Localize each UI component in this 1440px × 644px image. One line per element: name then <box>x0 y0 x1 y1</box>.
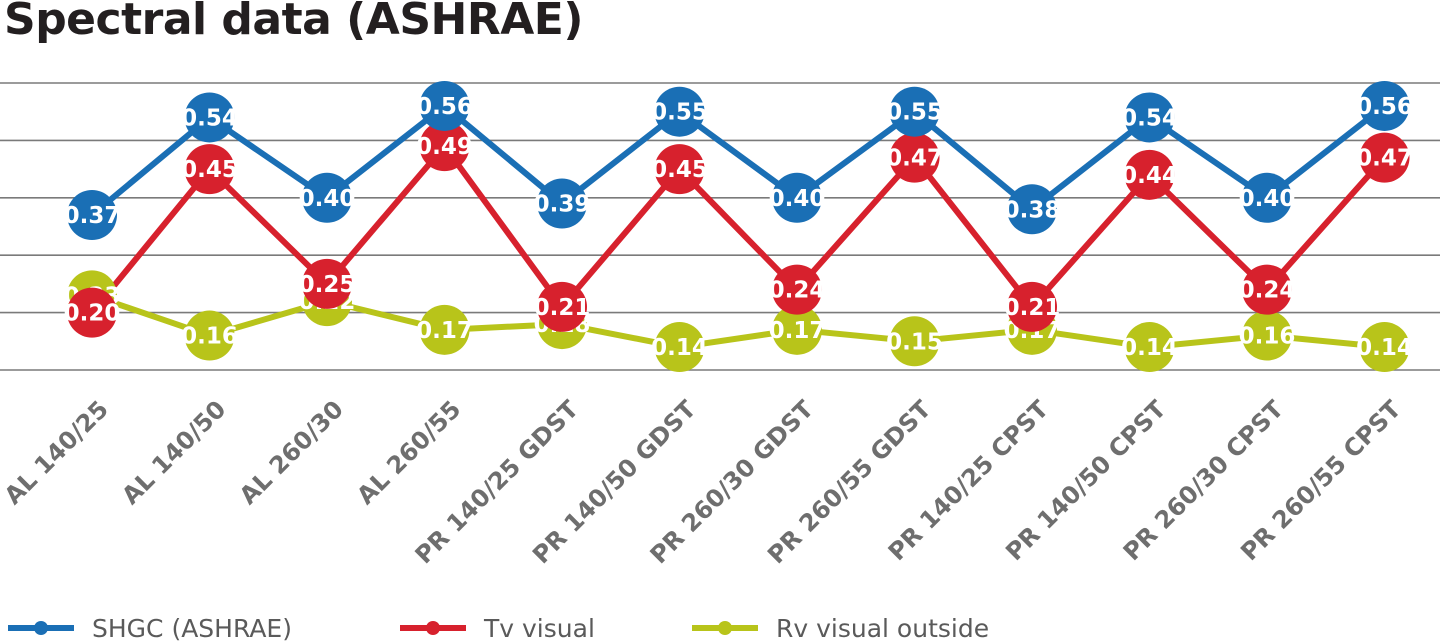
data-label: 0.16 <box>1239 324 1296 350</box>
data-point: 0.14 <box>1121 322 1178 372</box>
legend-item: Tv visual <box>400 614 595 643</box>
series-line-2 <box>92 295 1385 347</box>
data-label: 0.20 <box>64 301 121 327</box>
data-label: 0.17 <box>769 318 826 344</box>
data-label: 0.54 <box>181 105 238 131</box>
data-point: 0.14 <box>651 322 708 372</box>
legend-swatch-marker <box>426 621 440 635</box>
data-point: 0.16 <box>1239 311 1296 361</box>
data-label: 0.40 <box>299 186 356 212</box>
legend-label: Tv visual <box>483 614 595 643</box>
data-label: 0.56 <box>1356 94 1413 120</box>
x-tick-label: AL 260/55 <box>352 395 467 510</box>
series-lines <box>92 106 1385 347</box>
data-point: 0.16 <box>181 311 238 361</box>
data-label: 0.14 <box>1356 335 1413 361</box>
legend-item: SHGC (ASHRAE) <box>8 614 292 643</box>
data-label: 0.45 <box>651 157 708 183</box>
data-label: 0.55 <box>886 100 943 126</box>
data-label: 0.25 <box>299 272 356 298</box>
data-label: 0.39 <box>534 192 591 218</box>
data-label: 0.40 <box>769 186 826 212</box>
data-label: 0.38 <box>1004 197 1061 223</box>
data-label: 0.24 <box>769 278 826 304</box>
series-line-0 <box>92 106 1385 215</box>
data-label: 0.45 <box>181 157 238 183</box>
data-point: 0.15 <box>886 316 943 366</box>
data-label: 0.21 <box>1004 295 1061 321</box>
data-label: 0.47 <box>1356 146 1413 172</box>
data-label: 0.14 <box>651 335 708 361</box>
data-label: 0.44 <box>1121 163 1178 189</box>
x-tick-label: AL 260/30 <box>234 395 349 510</box>
data-label: 0.40 <box>1239 186 1296 212</box>
data-label: 0.37 <box>64 203 121 229</box>
legend-item: Rv visual outside <box>692 614 989 643</box>
data-label: 0.14 <box>1121 335 1178 361</box>
data-label: 0.56 <box>416 94 473 120</box>
data-label: 0.21 <box>534 295 591 321</box>
legend-label: Rv visual outside <box>776 614 989 643</box>
legend-label: SHGC (ASHRAE) <box>92 614 292 643</box>
x-tick-label: AL 140/50 <box>117 395 232 510</box>
data-label: 0.17 <box>416 318 473 344</box>
data-label: 0.16 <box>181 324 238 350</box>
data-label: 0.54 <box>1121 105 1178 131</box>
x-tick-label: AL 140/25 <box>0 395 114 510</box>
legend: SHGC (ASHRAE) Tv visual Rv visual outside <box>8 614 989 643</box>
data-label: 0.24 <box>1239 278 1296 304</box>
data-point: 0.14 <box>1356 322 1413 372</box>
data-label: 0.55 <box>651 100 708 126</box>
legend-swatch-marker <box>718 621 732 635</box>
data-label: 0.49 <box>416 134 473 160</box>
data-label: 0.15 <box>886 329 943 355</box>
legend-swatch-marker <box>34 621 48 635</box>
data-label: 0.47 <box>886 146 943 172</box>
